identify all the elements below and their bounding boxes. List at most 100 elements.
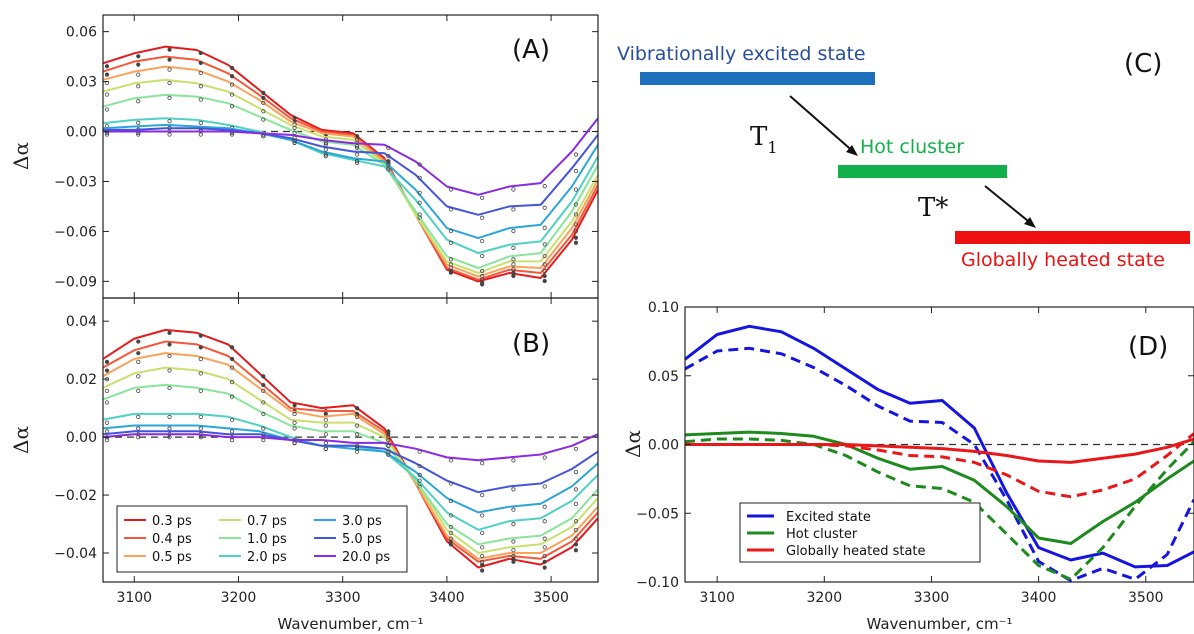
data-point [543, 537, 546, 540]
data-point [512, 522, 515, 525]
series-line-20-0-ps [103, 118, 598, 195]
data-point [480, 216, 483, 219]
y-tick-label: −0.09 [54, 274, 97, 290]
y-tick-label: 0.00 [648, 438, 679, 454]
data-point [262, 375, 265, 378]
data-point [355, 153, 358, 156]
data-point [105, 401, 108, 404]
data-point [105, 360, 108, 363]
data-point [230, 346, 233, 349]
data-point [230, 430, 233, 433]
data-point [293, 421, 296, 424]
data-point [600, 120, 603, 123]
data-point [512, 540, 515, 543]
data-point [105, 389, 108, 392]
y-tick-label: 0.03 [66, 75, 97, 91]
x-tick-label: 3500 [1128, 590, 1164, 606]
series-line-0-4-ps [103, 57, 598, 280]
state-label-excited: Vibrationally excited state [617, 43, 866, 65]
data-point [449, 269, 452, 272]
x-tick-label: 3400 [429, 590, 465, 606]
data-point [199, 61, 202, 64]
panel-label-b: (B) [512, 329, 550, 359]
legend-label: 20.0 ps [342, 550, 390, 565]
data-point [574, 470, 577, 473]
data-point [230, 66, 233, 69]
data-point [512, 188, 515, 191]
data-point [168, 58, 171, 61]
data-point [543, 485, 546, 488]
data-point [600, 499, 603, 502]
data-point [574, 236, 577, 239]
plots: 0.06 0.03 0.00 −0.03 −0.06 −0.09 Δα (A) 0.04 0.02… [9, 15, 1194, 633]
series-line-3-0-ps [103, 125, 598, 238]
data-point [480, 514, 483, 517]
state-bar-excited [640, 72, 875, 85]
state-label-hot-cluster: Hot cluster [860, 136, 964, 158]
data-point [480, 569, 483, 572]
data-point [512, 263, 515, 266]
y-tick-label: 0.06 [66, 25, 97, 41]
y-axis-label: Δα [9, 142, 33, 170]
legend-label: 1.0 ps [247, 532, 287, 547]
data-point [512, 459, 515, 462]
series-line-0-5-ps [103, 67, 598, 277]
series-line-5-0-ps [103, 128, 598, 215]
data-point [262, 383, 265, 386]
data-point [324, 441, 327, 444]
data-point [574, 447, 577, 450]
data-point [480, 196, 483, 199]
data-point [574, 241, 577, 244]
data-point [324, 424, 327, 427]
series-line-globally-heated-state [685, 439, 1194, 462]
state-diagram: (C) Vibrationally excited state T1 Hot c… [617, 43, 1190, 271]
panel-label-d: (D) [1128, 332, 1168, 362]
legend-label: Excited state [786, 510, 871, 525]
data-point [512, 229, 515, 232]
legend-label: 2.0 ps [247, 550, 287, 565]
data-point [105, 430, 108, 433]
data-point [168, 96, 171, 99]
data-point [449, 459, 452, 462]
series-line-5-0-ps [103, 431, 598, 492]
x-axis-label: Wavenumber, cm⁻¹ [277, 615, 423, 633]
legend-label: Hot cluster [786, 527, 858, 542]
y-tick-label: 0.05 [648, 369, 679, 385]
data-point [512, 274, 515, 277]
y-axis-label: Δα [621, 430, 645, 458]
data-point [512, 208, 515, 211]
y-tick-label: 0.04 [66, 314, 97, 330]
data-point [600, 436, 603, 439]
data-point [543, 226, 546, 229]
legend-label: 5.0 ps [342, 532, 382, 547]
data-point [574, 502, 577, 505]
x-tick-label: 3200 [806, 590, 842, 606]
data-point [480, 546, 483, 549]
data-point [137, 389, 140, 392]
panel-label-c: (C) [1124, 49, 1162, 79]
transition-arrow-t1 [790, 96, 856, 154]
data-point [600, 464, 603, 467]
data-point [168, 415, 171, 418]
data-point [600, 191, 603, 194]
y-tick-label: 0.00 [66, 125, 97, 141]
panel-d: 0.10 0.05 0.00 −0.05 −0.10 3100 3200 3300 3400 35… [621, 300, 1194, 633]
data-point [574, 188, 577, 191]
data-point [137, 100, 140, 103]
data-point [600, 176, 603, 179]
y-tick-label: −0.05 [636, 506, 679, 522]
data-point [168, 343, 171, 346]
x-tick-label: 3200 [221, 590, 257, 606]
data-point [168, 331, 171, 334]
data-point [543, 279, 546, 282]
data-point [600, 508, 603, 511]
panel-a: 0.06 0.03 0.00 −0.03 −0.06 −0.09 Δα (A) [9, 15, 604, 298]
data-point [230, 75, 233, 78]
data-point [168, 81, 171, 84]
data-point [199, 427, 202, 430]
panel-b: 0.040.020.00−0.02−0.043100 3200 3300 3400 35… [9, 298, 604, 633]
data-point [137, 55, 140, 58]
data-point [543, 206, 546, 209]
data-point [324, 148, 327, 151]
data-point [324, 418, 327, 421]
